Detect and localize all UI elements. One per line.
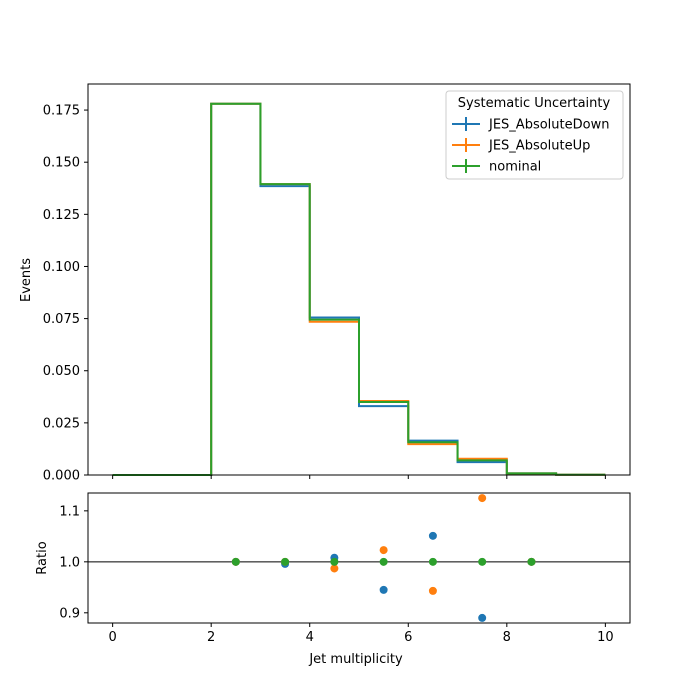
ratio-x-ticks: 0 2 4 6 8 10 — [108, 623, 614, 645]
ratio-point-JES_AbsoluteUp — [478, 494, 487, 503]
histogram-y-tick-label: 0.075 — [43, 312, 80, 327]
histogram-y-tick-label: 0.175 — [43, 104, 80, 119]
legend-box — [445, 90, 624, 180]
ratio-y-axis-title: Ratio — [35, 541, 50, 574]
legend-title: Systematic Uncertainty — [458, 96, 611, 111]
histogram-series-nominal — [112, 102, 606, 476]
histogram-y-ticks: 0.000 0.025 0.050 0.075 0.100 0.125 0.150 0.175 — [43, 104, 88, 484]
histogram-steps — [112, 102, 606, 476]
histogram-y-axis-title: Events — [19, 258, 34, 302]
legend-label: nominal — [489, 160, 541, 175]
histogram-y-tick-label: 0.125 — [43, 208, 80, 223]
ratio-y-tick-label: 0.9 — [59, 606, 80, 621]
ratio-points — [231, 494, 536, 622]
ratio-y-ticks: 0.9 1.0 1.1 — [59, 504, 88, 621]
ratio-point-nominal — [231, 557, 240, 566]
ratio-x-tick-label: 2 — [207, 630, 215, 645]
ratio-point-nominal — [478, 557, 487, 566]
legend: Systematic Uncertainty JES_AbsoluteDownJ… — [445, 90, 624, 180]
ratio-point-JES_AbsoluteDown — [428, 531, 437, 540]
ratio-point-JES_AbsoluteUp — [428, 586, 437, 595]
legend-label: JES_AbsoluteDown — [488, 118, 609, 133]
legend-label: JES_AbsoluteUp — [488, 139, 590, 154]
histogram-frame — [87, 83, 631, 476]
histogram-y-tick-label: 0.150 — [43, 156, 80, 171]
histogram-y-tick-label: 0.025 — [43, 416, 80, 431]
histogram-y-tick-label: 0.050 — [43, 364, 80, 379]
ratio-point-JES_AbsoluteDown — [478, 613, 487, 622]
ratio-x-tick-label: 4 — [306, 630, 314, 645]
legend-entry-nominal: nominal — [452, 159, 541, 175]
ratio-y-tick-label: 1.1 — [59, 504, 80, 519]
ratio-point-JES_AbsoluteDown — [379, 585, 388, 594]
ratio-point-nominal — [330, 557, 339, 566]
ratio-frame — [87, 492, 631, 624]
ratio-x-tick-label: 0 — [108, 630, 116, 645]
legend-entry-JES_AbsoluteUp: JES_AbsoluteUp — [452, 138, 590, 154]
ratio-point-nominal — [428, 557, 437, 566]
ratio-x-tick-label: 8 — [503, 630, 511, 645]
ratio-point-nominal — [379, 557, 388, 566]
ratio-point-nominal — [527, 557, 536, 566]
ratio-x-tick-label: 10 — [597, 630, 614, 645]
histogram-panel: 0.000 0.025 0.050 0.075 0.100 0.125 0.150 0.175… — [19, 83, 631, 484]
ratio-panel: 0.9 1.0 1.1 0 2 4 6 8 10 Ratio Jet multiplicity — [35, 492, 631, 667]
histogram-x-ticks — [112, 475, 606, 479]
ratio-point-nominal — [281, 557, 290, 566]
histogram-y-tick-label: 0.100 — [43, 260, 80, 275]
histogram-y-tick-label: 0.000 — [43, 469, 80, 484]
ratio-point-JES_AbsoluteUp — [379, 546, 388, 555]
ratio-x-tick-label: 6 — [404, 630, 412, 645]
ratio-y-tick-label: 1.0 — [59, 555, 80, 570]
ratio-x-axis-title: Jet multiplicity — [308, 652, 403, 667]
legend-entry-JES_AbsoluteDown: JES_AbsoluteDown — [452, 117, 609, 133]
ratio-point-JES_AbsoluteUp — [330, 564, 339, 573]
